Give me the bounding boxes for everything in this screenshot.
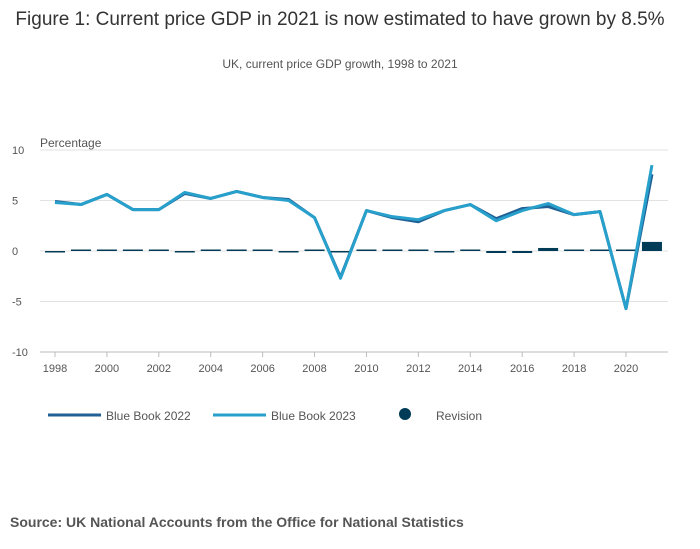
y-tick-label: -10 [12,347,28,359]
x-tick-label: 2020 [614,363,638,375]
revision-bar [460,249,481,251]
revision-bar [486,251,507,254]
revision-bar [200,249,221,251]
y-tick-label: 0 [12,246,18,258]
legend-swatch [399,408,411,420]
revision-bar [538,247,559,251]
revision-bar [356,249,377,251]
revision-bar [174,251,195,253]
y-tick-label: 5 [12,196,18,208]
chart-title: Figure 1: Current price GDP in 2021 is n… [15,9,665,30]
revision-bar [512,251,533,254]
x-tick-label: 2016 [510,363,534,375]
legend-label: Blue Book 2022 [106,409,191,423]
x-tick-label: 2004 [198,363,222,375]
x-tick-label: 2002 [147,363,171,375]
y-axis-label: Percentage [40,136,102,150]
x-tick-label: 2010 [354,363,378,375]
revision-bar [408,249,429,251]
revision-bar [616,249,636,251]
series-line-blue-book-2023 [54,164,654,311]
revision-bar [148,249,169,251]
x-tick-label: 2000 [95,363,119,375]
revision-bar [278,251,299,253]
x-tick-label: 2014 [458,363,482,375]
x-tick-label: 2012 [406,363,430,375]
revision-bar [226,249,247,251]
chart-subtitle: UK, current price GDP growth, 1998 to 20… [222,57,458,71]
y-tick-label: 10 [12,145,24,157]
revision-bar [641,241,662,251]
revision-bar [45,251,65,253]
source-note: Source: UK National Accounts from the Of… [10,514,464,530]
revision-bar [330,251,351,253]
chart: 10 5 0 -5 -10 Percentage 1998 2000 2002 2004 2006 2… [12,136,668,423]
legend-label: Revision [436,409,482,423]
revision-bar [304,249,325,251]
legend-label: Blue Book 2023 [271,409,356,423]
x-tick-label: 1998 [43,363,67,375]
revision-bar [434,251,455,253]
revision-bar [590,249,611,251]
revision-bar [70,249,91,251]
revision-bar [382,249,403,251]
revision-bar [252,249,273,251]
revision-bar [96,249,117,251]
x-tick-label: 2006 [250,363,274,375]
x-tick-label: 2008 [302,363,326,375]
revision-bar [564,249,585,251]
y-tick-label: -5 [12,297,22,309]
revision-bar [122,249,143,251]
x-tick-label: 2018 [562,363,586,375]
